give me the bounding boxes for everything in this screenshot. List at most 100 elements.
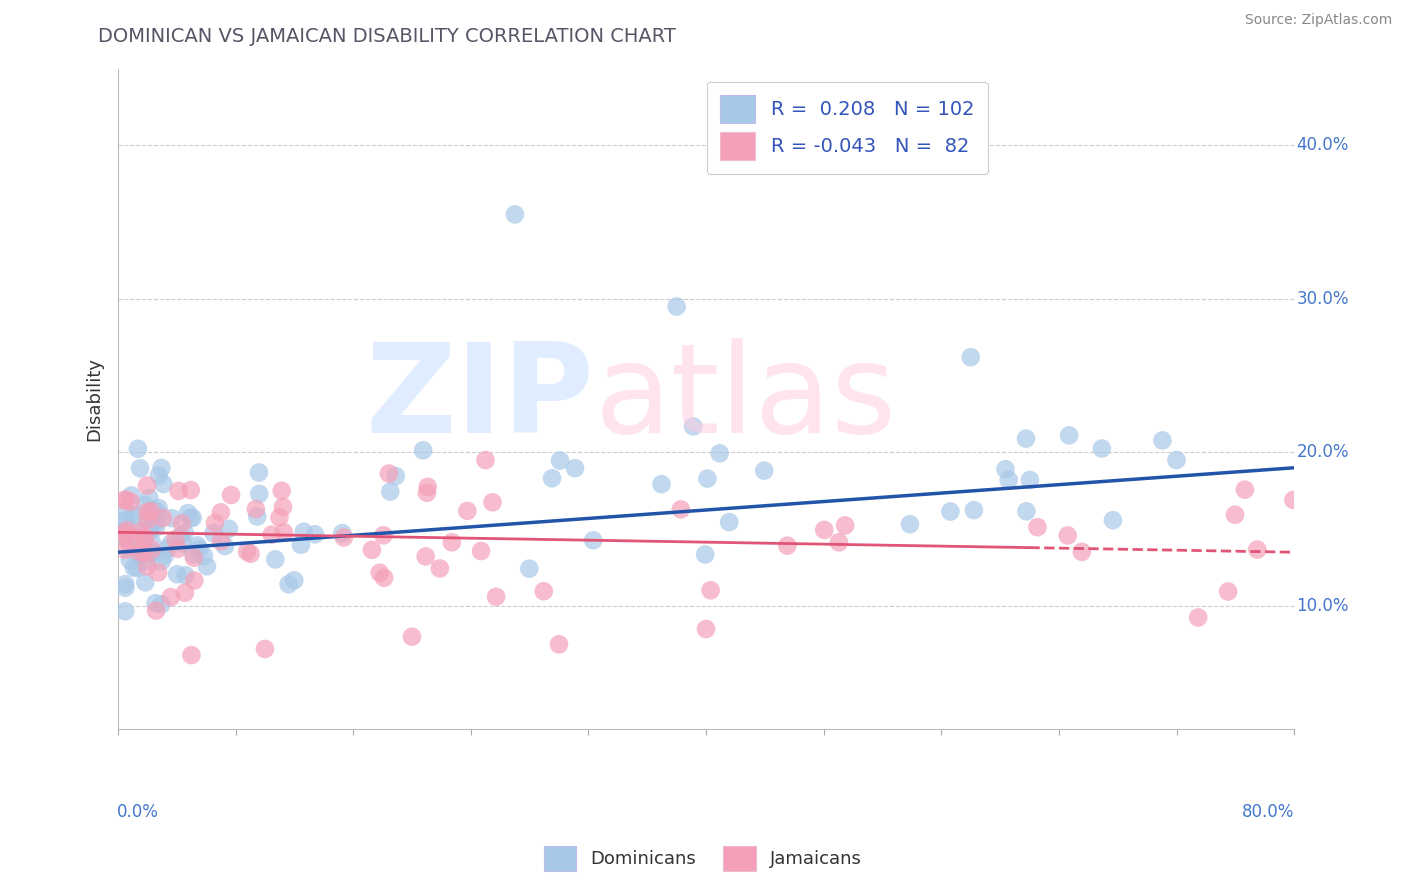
Point (114, 503, 136, 517)
Point (141, 542, 163, 557)
Point (183, 550, 205, 565)
Point (1056, 528, 1078, 542)
Point (125, 561, 148, 575)
Point (239, 547, 262, 561)
Point (139, 519, 162, 533)
Text: Source: ZipAtlas.com: Source: ZipAtlas.com (1244, 13, 1392, 28)
Point (368, 566, 391, 580)
Point (695, 622, 717, 636)
Point (209, 505, 232, 519)
Point (1282, 492, 1305, 507)
Point (333, 531, 356, 545)
Point (1223, 508, 1246, 522)
Point (963, 503, 986, 517)
Point (134, 575, 156, 590)
Point (183, 574, 205, 588)
Text: 30.0%: 30.0% (1296, 290, 1348, 308)
Point (440, 535, 463, 549)
Point (384, 469, 406, 483)
Point (269, 510, 291, 524)
Point (174, 568, 197, 582)
Point (1152, 434, 1174, 448)
Point (114, 529, 136, 543)
Point (1091, 442, 1114, 456)
Point (148, 501, 170, 516)
Point (141, 535, 163, 549)
Point (283, 574, 305, 588)
Point (304, 527, 326, 541)
Point (813, 523, 835, 537)
Point (718, 515, 741, 529)
Point (292, 524, 315, 539)
Point (170, 516, 193, 531)
Point (202, 526, 225, 541)
Point (834, 518, 856, 533)
Point (330, 526, 353, 541)
Point (994, 462, 1017, 476)
Point (115, 523, 138, 537)
Point (898, 517, 921, 532)
Point (582, 533, 605, 548)
Point (1233, 483, 1256, 497)
Text: 20.0%: 20.0% (1296, 443, 1348, 461)
Point (134, 531, 156, 545)
Point (1026, 520, 1049, 534)
Point (247, 466, 270, 480)
Point (159, 537, 181, 551)
Point (277, 577, 299, 591)
Point (380, 484, 402, 499)
Point (177, 506, 200, 520)
Point (361, 542, 384, 557)
Text: 80.0%: 80.0% (1241, 803, 1294, 821)
Point (121, 542, 143, 557)
Point (373, 528, 395, 542)
Legend: R =  0.208   N = 102, R = -0.043   N =  82: R = 0.208 N = 102, R = -0.043 N = 82 (707, 81, 988, 174)
Point (128, 545, 150, 559)
Point (401, 630, 423, 644)
Point (139, 548, 162, 562)
Point (696, 472, 718, 486)
Point (128, 548, 150, 562)
Point (139, 504, 162, 518)
Point (165, 533, 187, 547)
Point (541, 471, 564, 485)
Point (776, 539, 799, 553)
Point (219, 488, 242, 502)
Point (271, 500, 294, 514)
Point (166, 567, 188, 582)
Point (260, 527, 283, 541)
Point (1015, 504, 1038, 518)
Point (754, 464, 776, 478)
Text: ZIP: ZIP (366, 338, 595, 459)
Point (246, 509, 269, 524)
Point (114, 492, 136, 507)
Point (120, 495, 142, 509)
Point (1070, 545, 1092, 559)
Point (174, 586, 197, 600)
Point (172, 536, 194, 550)
Point (142, 545, 165, 559)
Point (218, 522, 240, 536)
Point (180, 648, 202, 662)
Point (136, 559, 159, 574)
Point (122, 560, 145, 574)
Point (114, 515, 136, 529)
Point (412, 443, 434, 458)
Point (548, 453, 571, 467)
Point (148, 468, 170, 483)
Point (485, 590, 508, 604)
Text: atlas: atlas (595, 338, 897, 459)
Point (415, 549, 437, 564)
Point (193, 549, 215, 563)
Point (828, 535, 851, 549)
Point (470, 544, 492, 558)
Point (270, 483, 292, 498)
Point (959, 350, 981, 364)
Point (181, 511, 204, 525)
Point (129, 461, 152, 475)
Point (115, 523, 138, 537)
Point (150, 554, 173, 568)
Point (188, 541, 211, 556)
Point (118, 553, 141, 567)
Point (114, 604, 136, 618)
